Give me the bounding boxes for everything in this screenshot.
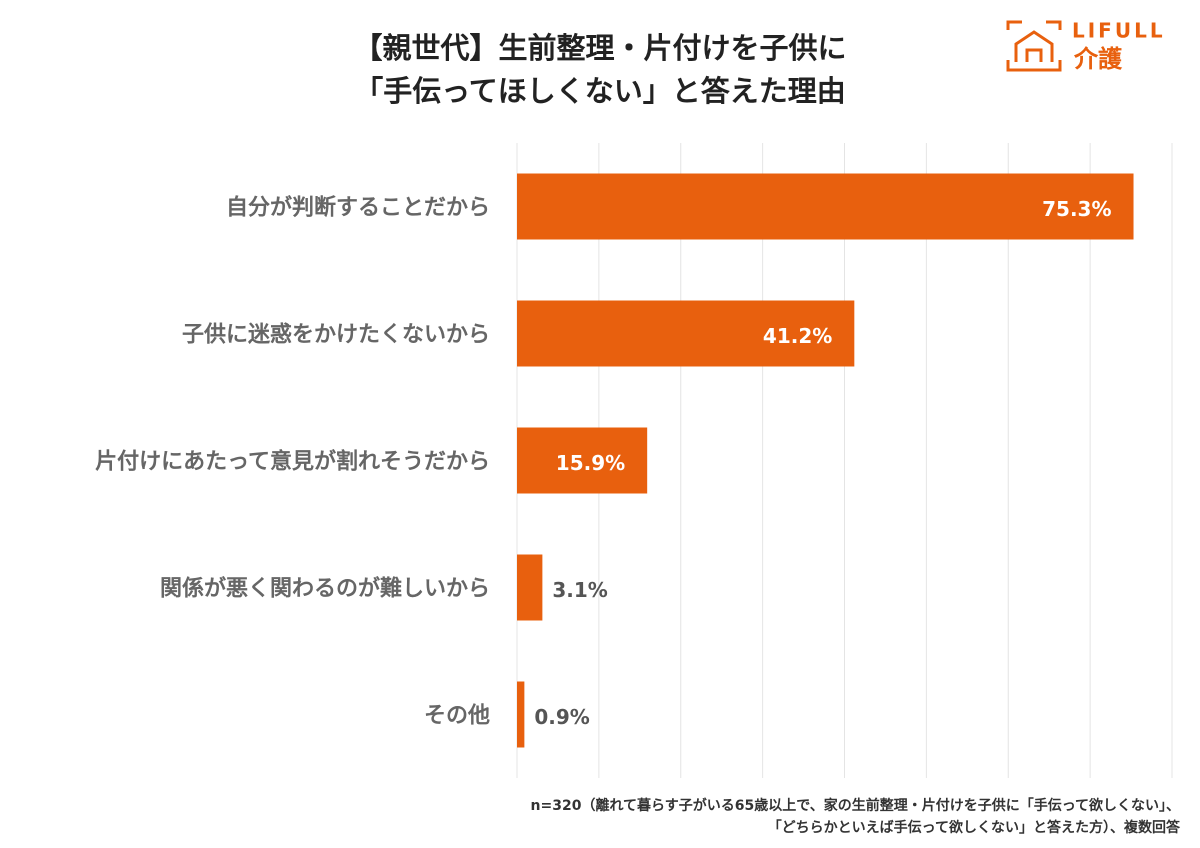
note: 「どちらかといえば手伝って欲しくない」と答えた方）、複数回答 [768, 819, 1181, 836]
value-label: 41.2% [763, 324, 832, 348]
value-label: 3.1% [552, 578, 607, 602]
chart-title: 「手伝ってほしくない」と答えた理由 [354, 74, 846, 108]
y-tick-label: 片付けにあたって意見が割れそうだから [95, 449, 490, 475]
logo-brand: LIFULL [1072, 19, 1166, 43]
bar [517, 681, 525, 748]
bar [517, 427, 648, 494]
logo-house [1014, 30, 1054, 62]
y-tick-label: その他 [424, 704, 490, 729]
logo-frame [1006, 20, 1062, 72]
value-label: 75.3% [1042, 197, 1111, 221]
logo-service: 介護 [1073, 45, 1123, 73]
note: n=320（離れて暮らす子がいる65歳以上で、家の生前整理・片付けを子供に「手伝… [531, 797, 1180, 814]
bar [517, 554, 543, 621]
y-tick-label: 関係が悪く関わるのが難しいから [160, 576, 490, 602]
value-label: 0.9% [534, 705, 589, 729]
chart-title: 【親世代】生前整理・片付けを子供に [353, 31, 846, 65]
y-tick-label: 子供に迷惑をかけたくないから [182, 322, 490, 348]
bar [517, 173, 1134, 240]
y-tick-label: 自分が判断することだから [226, 195, 490, 221]
logo: LIFULL 介護 [1006, 19, 1166, 73]
bar [517, 300, 855, 367]
value-label: 15.9% [556, 451, 625, 475]
